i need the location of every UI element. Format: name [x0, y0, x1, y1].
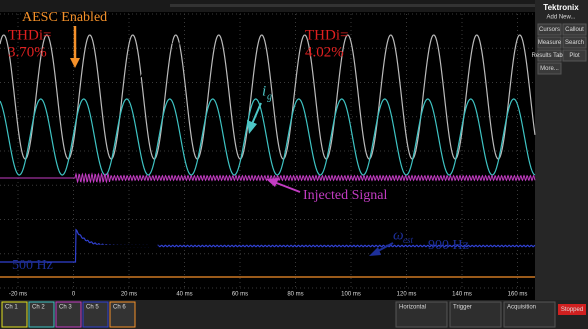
status-section-label[interactable]: Trigger	[453, 305, 472, 311]
time-tick-label: 40 ms	[176, 292, 192, 298]
channel-label[interactable]: Ch 6	[113, 305, 126, 311]
frequency-label: 500 Hz	[12, 258, 53, 273]
time-tick-label: -20 ms	[9, 292, 27, 298]
side-button-label[interactable]: Callout	[565, 27, 584, 33]
ig-label: i	[262, 83, 266, 99]
time-tick-label: 120 ms	[397, 292, 417, 298]
time-tick-label: 100 ms	[341, 292, 361, 298]
time-tick-label: 140 ms	[452, 292, 472, 298]
interval-label: 20 ms	[95, 223, 131, 239]
thd-value: 3.70%	[8, 44, 47, 60]
time-tick-label: 20 ms	[121, 292, 137, 298]
ug-label: u	[166, 31, 174, 47]
side-button-label[interactable]: Cursors	[539, 27, 560, 33]
background	[0, 0, 588, 329]
stopped-label[interactable]: Stopped	[561, 307, 583, 313]
add-new[interactable]: Add New...	[546, 15, 575, 21]
side-button-label[interactable]: Search	[565, 40, 584, 46]
west-label: ω	[393, 227, 404, 243]
west-subscript: est	[403, 235, 413, 245]
injected-label: Injected Signal	[303, 188, 387, 203]
status-section-label[interactable]: Acquisition	[507, 305, 536, 311]
thd-label: THDi=	[305, 27, 348, 43]
brand: Tektronix	[543, 3, 579, 12]
record-bar	[170, 4, 540, 7]
frequency-label: 900 Hz	[428, 238, 469, 253]
channel-label[interactable]: Ch 1	[5, 305, 18, 311]
side-button-label[interactable]: Measure	[538, 40, 562, 46]
ug-subscript: g	[175, 39, 180, 50]
time-tick-label: 60 ms	[232, 292, 248, 298]
channel-label[interactable]: Ch 3	[59, 305, 72, 311]
ig-subscript: g	[267, 91, 272, 102]
time-tick-label: 80 ms	[287, 292, 303, 298]
time-tick-label: 160 ms	[508, 292, 528, 298]
scope-screenshot: AESC Enabled THDi= 3.70% THDi= 4.02% u g…	[0, 0, 588, 329]
channel-label[interactable]: Ch 5	[86, 305, 99, 311]
side-button-label[interactable]: Plot	[569, 53, 580, 59]
thd-label: THDi=	[8, 27, 51, 43]
channel-label[interactable]: Ch 2	[32, 305, 45, 311]
aesc-label: AESC Enabled	[22, 10, 107, 25]
status-section-label[interactable]: Horizontal	[399, 305, 426, 311]
thd-value: 4.02%	[305, 44, 344, 60]
side-button-label[interactable]: More...	[540, 66, 559, 72]
